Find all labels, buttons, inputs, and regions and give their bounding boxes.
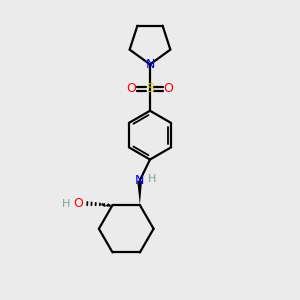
Text: N: N (135, 174, 144, 188)
Text: O: O (73, 197, 83, 210)
Polygon shape (137, 181, 142, 205)
Text: S: S (146, 82, 154, 95)
Text: N: N (145, 58, 155, 71)
Text: O: O (127, 82, 136, 95)
Text: H: H (62, 199, 70, 208)
Text: O: O (164, 82, 173, 95)
Text: H: H (148, 174, 156, 184)
